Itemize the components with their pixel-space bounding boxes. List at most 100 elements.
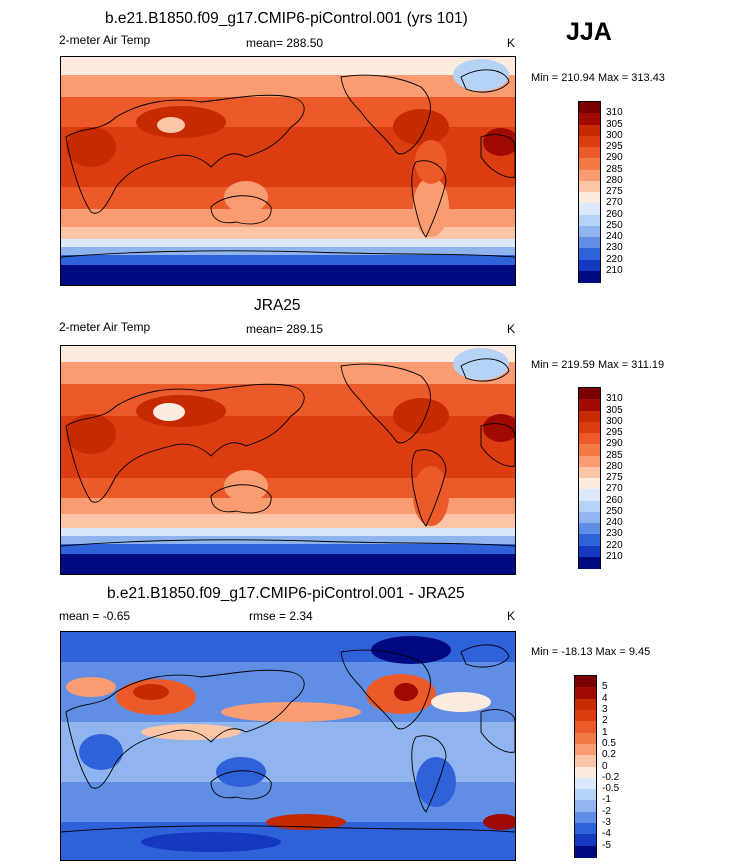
colorbar-tick-label: 295	[606, 427, 623, 438]
colorbar-swatch	[575, 811, 596, 824]
colorbar-swatch	[575, 755, 596, 767]
colorbar-tick-label: 290	[606, 438, 623, 450]
colorbar-swatch	[579, 225, 600, 238]
colorbar-tick-label: 270	[606, 197, 623, 209]
colorbar-swatch	[579, 135, 600, 148]
colorbar-swatch	[579, 237, 600, 249]
colorbar-swatch	[575, 687, 596, 700]
panel1-map	[60, 56, 516, 286]
colorbar-tick-label: 300	[606, 129, 623, 141]
colorbar-tick-label: -1	[602, 794, 611, 806]
colorbar-swatch	[575, 834, 596, 847]
colorbar-swatch	[579, 523, 600, 535]
colorbar-tick-label: 3	[602, 703, 608, 715]
colorbar-tick-label: -4	[602, 828, 611, 840]
panel3-title: b.e21.B1850.f09_g17.CMIP6-piControl.001 …	[107, 585, 465, 602]
colorbar-swatch	[575, 789, 596, 801]
colorbar-tick-label: 220	[606, 539, 623, 551]
colorbar-swatch	[575, 743, 596, 756]
colorbar-swatch	[579, 399, 600, 411]
colorbar-swatch	[575, 823, 596, 835]
panel3-map	[60, 631, 516, 861]
colorbar-tick-label: 295	[606, 141, 623, 152]
colorbar-tick-label: 230	[606, 528, 623, 540]
colorbar-tick-label: 310	[606, 393, 623, 405]
colorbar-tick-label: 290	[606, 152, 623, 164]
colorbar-swatch	[579, 466, 600, 479]
colorbar-swatch	[579, 248, 600, 260]
season-label: JJA	[566, 18, 612, 46]
panel3-mean-label: mean = -0.65	[59, 609, 131, 623]
panel3-rmse-label: rmse = 2.34	[249, 609, 313, 623]
colorbar-swatch	[579, 421, 600, 434]
colorbar-tick-label: 4	[602, 692, 608, 704]
panel2-title: JRA25	[254, 297, 301, 314]
panel2-colorbar: 310 305 300 295 290 285 280 275 270 260 250 240 230 2…	[578, 387, 623, 569]
colorbar-swatch	[575, 676, 596, 688]
colorbar-tick-label: 285	[606, 449, 623, 461]
panel1-colorbar: 310 305 300 295 290 285 280 275 270 260 250 240 230 2…	[578, 101, 623, 283]
panel2-map	[60, 345, 516, 575]
colorbar-swatch	[579, 158, 600, 170]
colorbar-swatch	[579, 270, 600, 283]
colorbar-tick-label: 285	[606, 163, 623, 175]
panel2-units: K	[507, 322, 516, 336]
colorbar-swatch	[579, 478, 600, 490]
colorbar-swatch	[579, 180, 600, 193]
panel2-map-svg	[61, 346, 515, 574]
colorbar-tick-label: 0.5	[602, 737, 616, 749]
colorbar-swatch	[579, 113, 600, 125]
colorbar-swatch	[575, 732, 596, 745]
colorbar-swatch	[579, 545, 600, 558]
panel1-units: K	[507, 36, 516, 50]
colorbar-tick-label: 230	[606, 242, 623, 254]
colorbar-tick-label: 240	[606, 231, 623, 242]
colorbar-swatch	[579, 489, 600, 501]
colorbar-tick-label: -0.2	[602, 771, 620, 783]
colorbar-tick-label: 250	[606, 219, 623, 231]
colorbar-tick-label: 275	[606, 472, 623, 483]
panel2-minmax: Min = 219.59 Max = 311.19	[531, 359, 665, 371]
colorbar-swatch	[575, 721, 596, 734]
panel3-units: K	[507, 609, 516, 623]
colorbar-tick-label: -0.5	[602, 783, 620, 795]
panel1-title: b.e21.B1850.f09_g17.CMIP6-piControl.001 …	[105, 10, 468, 27]
panel3-colorbar: 5 4 3 2 1 0.5 0.2 0 -0.2 -0.5 -1 -2 -3 -4 -5	[574, 675, 619, 858]
colorbar-tick-label: 280	[606, 460, 623, 472]
panel3-minmax: Min = -18.13 Max = 9.45	[531, 646, 651, 658]
colorbar-tick-label: 305	[606, 118, 623, 130]
colorbar-tick-label: 210	[606, 550, 623, 562]
panel1-variable-label: 2-meter Air Temp	[59, 33, 151, 47]
colorbar-tick-label: -3	[602, 817, 611, 829]
colorbar-tick-label: -5	[602, 839, 611, 851]
colorbar-swatch	[579, 410, 600, 423]
colorbar-tick-label: 280	[606, 174, 623, 186]
colorbar-swatch	[579, 500, 600, 513]
panel1-map-svg	[61, 57, 515, 285]
colorbar-tick-label: 1	[602, 726, 608, 738]
colorbar-tick-label: 260	[606, 494, 623, 506]
colorbar-swatch	[579, 444, 600, 456]
colorbar-swatch	[579, 192, 600, 204]
colorbar-swatch	[579, 203, 600, 215]
colorbar-swatch	[575, 777, 596, 790]
panel2-variable-label: 2-meter Air Temp	[59, 320, 151, 334]
colorbar-swatch	[579, 259, 600, 272]
colorbar-swatch	[579, 534, 600, 546]
panel3-map-svg	[61, 632, 515, 860]
colorbar-swatch	[579, 556, 600, 569]
colorbar-tick-label: 260	[606, 208, 623, 220]
colorbar-swatch	[579, 169, 600, 182]
colorbar-tick-label: 210	[606, 264, 623, 276]
colorbar-swatch	[579, 214, 600, 227]
colorbar-tick-label: 0.2	[602, 749, 616, 761]
colorbar-tick-label: 300	[606, 415, 623, 427]
colorbar-tick-label: 250	[606, 505, 623, 517]
colorbar-swatch	[579, 511, 600, 524]
panel1-minmax: Min = 210.94 Max = 313.43	[531, 72, 665, 84]
colorbar-tick-label: 5	[602, 681, 608, 693]
colorbar-swatch	[579, 455, 600, 468]
colorbar-tick-label: -2	[602, 805, 611, 817]
colorbar-swatch	[575, 698, 596, 711]
colorbar-tick-label: 0	[602, 760, 608, 772]
